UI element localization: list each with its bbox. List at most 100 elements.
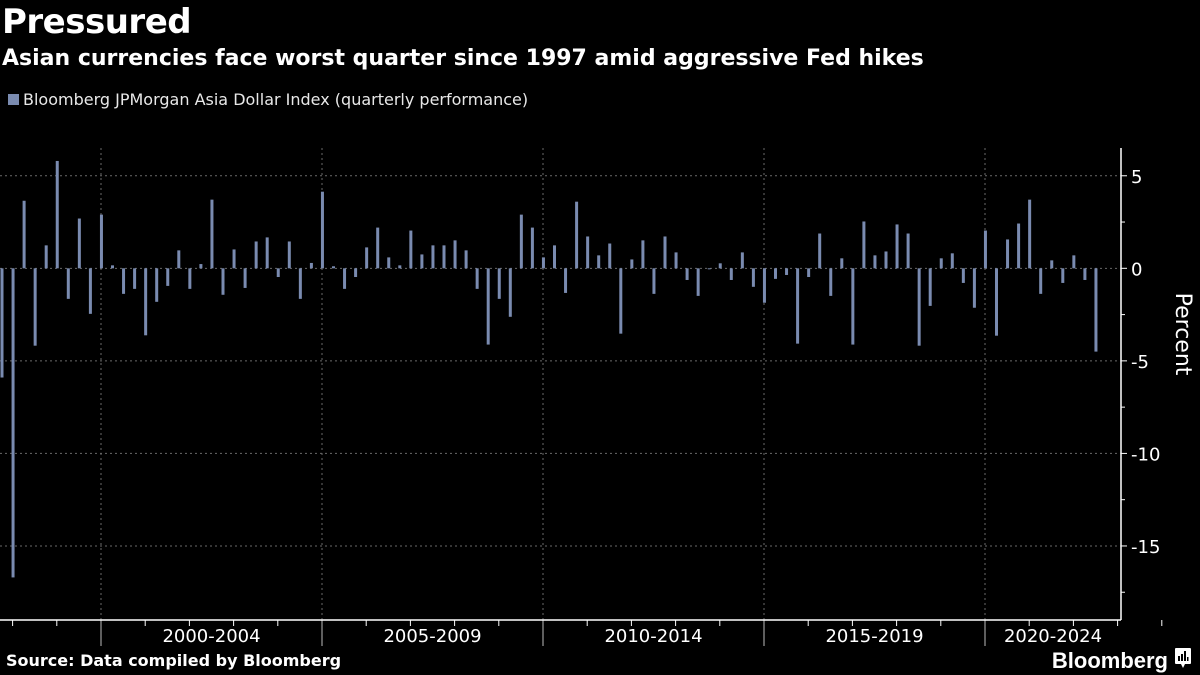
bar (254, 241, 258, 269)
bar (22, 200, 26, 269)
bar (939, 258, 943, 269)
bar (409, 230, 413, 269)
bar (519, 214, 523, 269)
bar (221, 268, 225, 295)
x-period-label: 2020-2024 (1004, 626, 1102, 647)
bar (133, 268, 137, 289)
bar (243, 268, 247, 288)
grid-lines (0, 148, 1121, 620)
bar (1094, 268, 1098, 352)
legend: Bloomberg JPMorgan Asia Dollar Index (qu… (8, 90, 528, 109)
bar (486, 268, 490, 345)
bar (497, 268, 501, 299)
bar (44, 245, 48, 269)
bar (630, 259, 634, 269)
bar (862, 221, 866, 269)
bar (354, 268, 358, 278)
x-period-label: 2010-2014 (604, 626, 702, 647)
bar (66, 268, 70, 299)
bar (177, 250, 181, 269)
bar (376, 227, 380, 269)
bar (751, 268, 755, 287)
bar (431, 245, 435, 269)
bar (155, 268, 159, 302)
bar (442, 245, 446, 269)
y-tick-label: 5 (1131, 167, 1142, 188)
chart-subtitle: Asian currencies face worst quarter sinc… (2, 46, 924, 71)
bar (188, 268, 192, 289)
y-tick-label: -15 (1131, 537, 1160, 558)
bar (785, 268, 789, 275)
x-period-label: 2015-2019 (825, 626, 923, 647)
bar (166, 268, 170, 286)
bar (309, 262, 313, 269)
bar (729, 268, 733, 280)
bar (541, 257, 545, 269)
bar (917, 268, 921, 346)
y-tick-label: 0 (1131, 259, 1142, 280)
bar (199, 264, 203, 269)
bar (707, 268, 711, 270)
bar (928, 268, 932, 306)
bar (895, 224, 899, 269)
legend-label: Bloomberg JPMorgan Asia Dollar Index (qu… (23, 90, 529, 109)
chart-title: Pressured (2, 2, 192, 42)
bar (586, 236, 590, 269)
bar (796, 268, 800, 344)
bar (144, 268, 148, 336)
bar (972, 268, 976, 308)
bar (553, 245, 556, 269)
bar (663, 236, 667, 269)
bar (740, 252, 744, 269)
bar (77, 218, 81, 269)
bar (983, 230, 987, 269)
bar (995, 268, 998, 336)
bar (0, 268, 4, 378)
bar (55, 160, 59, 269)
x-period-label: 2000-2004 (162, 626, 260, 647)
bar (619, 268, 623, 334)
bar (829, 268, 833, 296)
bar (575, 201, 579, 269)
bar (906, 233, 910, 269)
bar (475, 268, 479, 289)
bar (608, 243, 612, 269)
bar (564, 268, 568, 293)
bar (840, 258, 844, 269)
bar (774, 268, 777, 279)
bar (298, 268, 302, 299)
bar (696, 268, 700, 296)
bar (807, 268, 811, 278)
bar (210, 199, 214, 269)
bar (33, 268, 37, 346)
bar (685, 268, 689, 280)
bar (597, 255, 601, 269)
bar (873, 255, 877, 269)
bar (762, 268, 766, 303)
bar (464, 250, 468, 269)
bar (320, 191, 324, 269)
bar (1006, 239, 1010, 269)
bar (1039, 268, 1043, 294)
bar (674, 252, 678, 269)
bar (884, 251, 888, 269)
bar (287, 241, 291, 269)
bar (365, 247, 369, 269)
bar (232, 249, 236, 269)
bar (343, 268, 347, 289)
bar (387, 257, 391, 269)
brand-logo: Bloomberg (1052, 647, 1192, 675)
source-note: Source: Data compiled by Bloomberg (6, 651, 342, 670)
bar (122, 268, 126, 294)
bar (453, 240, 457, 269)
bar (276, 268, 280, 278)
bloomberg-chart-icon (1174, 647, 1192, 675)
bar (508, 268, 512, 317)
bar (88, 268, 92, 314)
bar (718, 263, 722, 269)
bar (398, 265, 402, 269)
bar (332, 266, 335, 269)
y-tick-label: -5 (1131, 352, 1149, 373)
brand-name: Bloomberg (1051, 648, 1168, 673)
